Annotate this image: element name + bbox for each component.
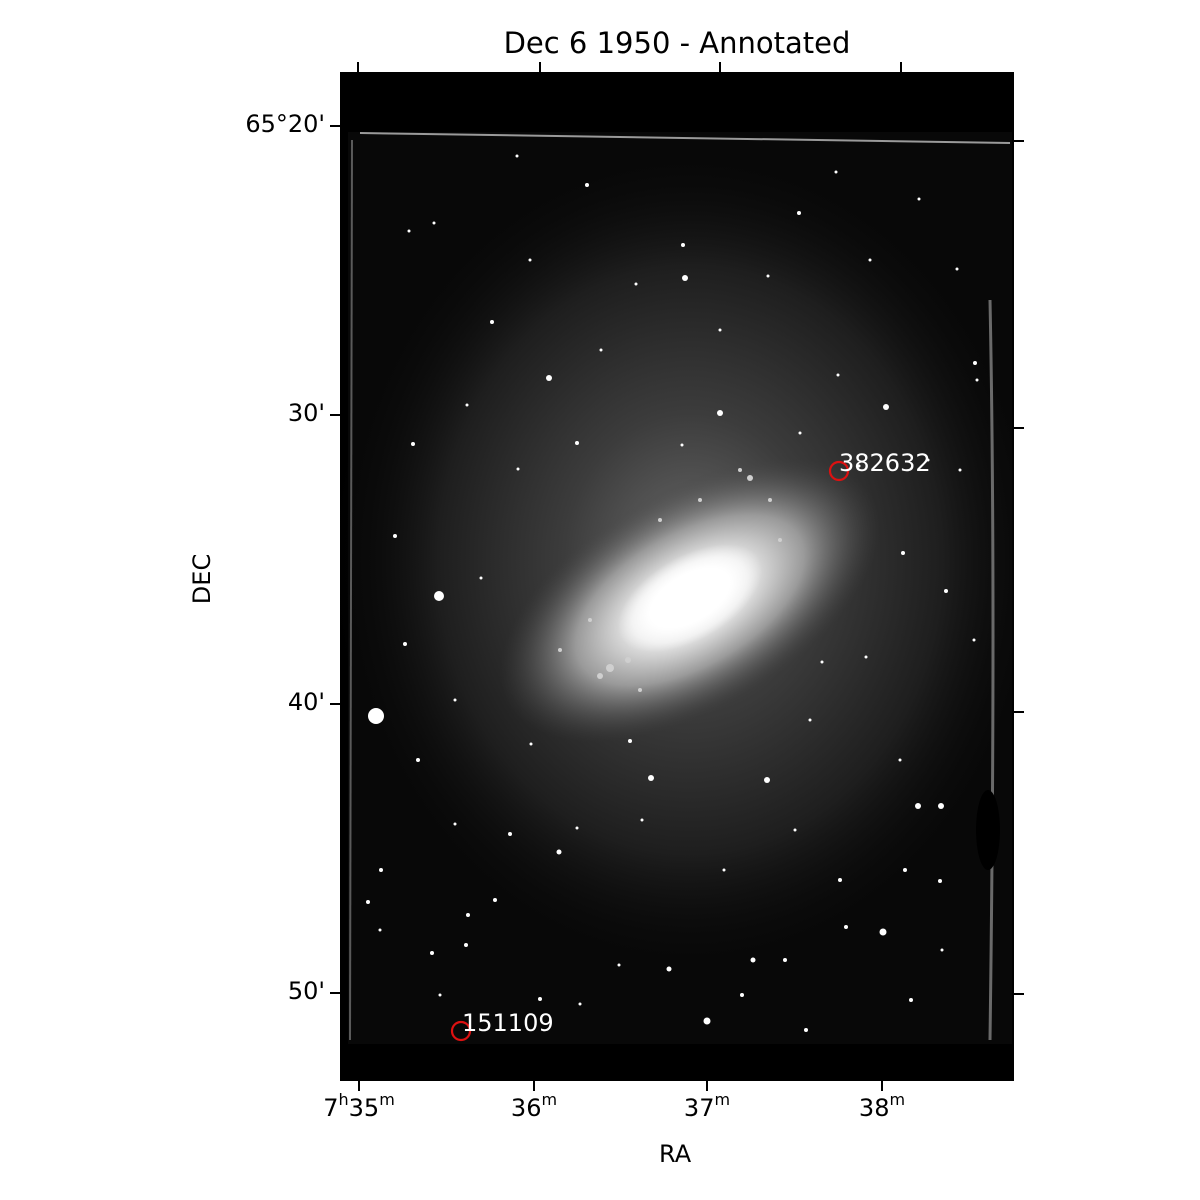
- annotation-label-382632: 382632: [839, 449, 931, 477]
- axis-ticks: [330, 62, 1024, 1091]
- y-axis-label: DEC: [188, 553, 216, 605]
- annotation-marker-151109: [450, 1020, 472, 1042]
- x-axis-label: RA: [659, 1140, 692, 1168]
- y-tick-label-3: 40': [287, 688, 325, 716]
- x-tick-label-4: 38m: [858, 1090, 906, 1123]
- annotation-marker-382632: [828, 460, 850, 482]
- y-tick-label-4: 50': [287, 977, 325, 1005]
- x-tick-label-2: 36m: [510, 1090, 558, 1123]
- x-tick-label-1: 7h35m: [323, 1090, 395, 1123]
- figure-title: Dec 6 1950 - Annotated: [503, 26, 851, 60]
- x-tick-label-3: 37m: [683, 1090, 731, 1123]
- y-tick-label-1: 65°20': [245, 110, 325, 138]
- galaxy-plate-image: [340, 72, 1014, 1081]
- y-tick-label-2: 30': [287, 399, 325, 427]
- annotation-layer: 382632 151109: [450, 449, 931, 1042]
- annotation-label-151109: 151109: [462, 1009, 554, 1037]
